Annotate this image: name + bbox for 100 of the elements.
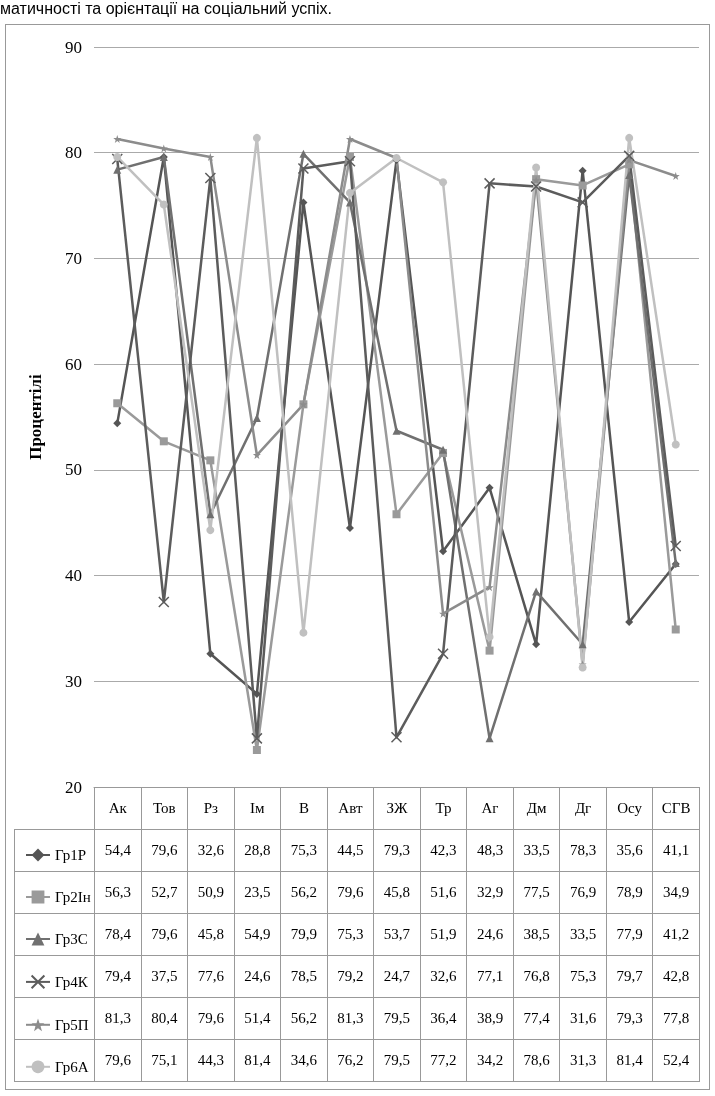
legend-label: Гр4К — [55, 973, 89, 990]
data-label: 78,5 — [280, 955, 328, 998]
data-label: 38,9 — [466, 997, 514, 1040]
legend-label: Гр1Р — [55, 847, 87, 863]
legend-label: Гр2Ін — [55, 889, 91, 905]
data-label: 31,6 — [559, 997, 607, 1040]
y-tick-label: 90 — [65, 37, 82, 57]
data-label: 41,2 — [652, 913, 700, 956]
data-label: 79,6 — [94, 1039, 142, 1082]
x-tick-label: Дг — [559, 787, 607, 830]
data-label: 34,6 — [280, 1039, 328, 1082]
data-label: 38,5 — [513, 913, 560, 956]
x-tick-label: В — [280, 787, 328, 830]
x-tick-label: СГВ — [652, 787, 700, 830]
data-label: 50,9 — [187, 871, 235, 914]
data-label: 79,6 — [327, 871, 374, 914]
data-label: 34,9 — [652, 871, 700, 914]
data-label: 79,5 — [373, 997, 421, 1040]
x-tick-label: Авт — [327, 787, 374, 830]
data-label: 79,3 — [373, 829, 421, 872]
data-label: 81,3 — [94, 997, 142, 1040]
data-label: 34,2 — [466, 1039, 514, 1082]
x-tick-label: Осу — [606, 787, 653, 830]
data-label: 24,6 — [466, 913, 514, 956]
x-tick-label: Ім — [234, 787, 281, 830]
data-label: 54,4 — [94, 829, 142, 872]
data-label: 79,9 — [280, 913, 328, 956]
data-label: 56,2 — [280, 997, 328, 1040]
data-label: 44,5 — [327, 829, 374, 872]
data-label: 33,5 — [513, 829, 560, 872]
data-label: 52,7 — [141, 871, 188, 914]
data-label: 53,7 — [373, 913, 421, 956]
x-tick-label: Тов — [141, 787, 188, 830]
data-label: 32,6 — [187, 829, 235, 872]
data-label: 51,4 — [234, 997, 281, 1040]
data-label: 35,6 — [606, 829, 653, 872]
x-tick-label: Дм — [513, 787, 560, 830]
legend-label: Гр5П — [55, 1016, 89, 1033]
data-label: 76,2 — [327, 1039, 374, 1082]
data-label: 56,2 — [280, 871, 328, 914]
data-label: 44,3 — [187, 1039, 235, 1082]
x-tick-label: ЗЖ — [373, 787, 421, 830]
legend-label: Гр6А — [55, 1058, 89, 1075]
data-label: 24,7 — [373, 955, 421, 998]
data-label: 81,4 — [234, 1039, 281, 1082]
data-label: 79,4 — [94, 955, 142, 998]
data-label: 42,3 — [420, 829, 467, 872]
data-label: 56,3 — [94, 871, 142, 914]
data-label: 76,9 — [559, 871, 607, 914]
data-label: 78,6 — [513, 1039, 560, 1082]
data-label: 54,9 — [234, 913, 281, 956]
data-label: 41,1 — [652, 829, 700, 872]
data-label: 77,8 — [652, 997, 700, 1040]
data-label: 24,6 — [234, 955, 281, 998]
data-label: 77,9 — [606, 913, 653, 956]
data-label: 77,4 — [513, 997, 560, 1040]
data-label: 37,5 — [141, 955, 188, 998]
y-tick-label: 50 — [65, 460, 82, 480]
y-tick-label: 70 — [65, 248, 82, 268]
x-tick-label: Тр — [420, 787, 467, 830]
data-label: 79,2 — [327, 955, 374, 998]
data-label: 75,3 — [559, 955, 607, 998]
data-label: 36,4 — [420, 997, 467, 1040]
y-tick-label: 60 — [65, 354, 82, 374]
data-label: 77,5 — [513, 871, 560, 914]
y-tick-label: 30 — [65, 671, 82, 691]
data-label: 45,8 — [373, 871, 421, 914]
data-label: 52,4 — [652, 1039, 700, 1082]
data-label: 79,6 — [141, 829, 188, 872]
data-label: 51,9 — [420, 913, 467, 956]
data-label: 80,4 — [141, 997, 188, 1040]
data-label: 77,2 — [420, 1039, 467, 1082]
text: матичності та орієнтації на соціальний успіх. — [0, 0, 332, 18]
data-label: 33,5 — [559, 913, 607, 956]
data-label: 23,5 — [234, 871, 281, 914]
data-label: 79,3 — [606, 997, 653, 1040]
data-label: 81,4 — [606, 1039, 653, 1082]
x-tick-label: Ак — [94, 787, 142, 830]
data-label: 75,3 — [280, 829, 328, 872]
data-label: 79,5 — [373, 1039, 421, 1082]
x-tick-label: Рз — [187, 787, 235, 830]
data-label: 79,6 — [187, 997, 235, 1040]
data-label: 79,6 — [141, 913, 188, 956]
data-label: 79,7 — [606, 955, 653, 998]
data-label: 51,6 — [420, 871, 467, 914]
data-label: 75,1 — [141, 1039, 188, 1082]
data-label: 78,9 — [606, 871, 653, 914]
y-tick-label: 20 — [65, 777, 82, 797]
legend-label: Гр3С — [55, 931, 88, 947]
y-tick-label: 40 — [65, 566, 82, 586]
data-label: 48,3 — [466, 829, 514, 872]
data-label: 42,8 — [652, 955, 700, 998]
data-label: 31,3 — [559, 1039, 607, 1082]
data-label: 32,6 — [420, 955, 467, 998]
data-label: 77,1 — [466, 955, 514, 998]
y-axis-title: Процентілі — [26, 373, 45, 460]
data-label: 81,3 — [327, 997, 374, 1040]
data-label: 77,6 — [187, 955, 235, 998]
data-label: 75,3 — [327, 913, 374, 956]
data-label: 78,4 — [94, 913, 142, 956]
